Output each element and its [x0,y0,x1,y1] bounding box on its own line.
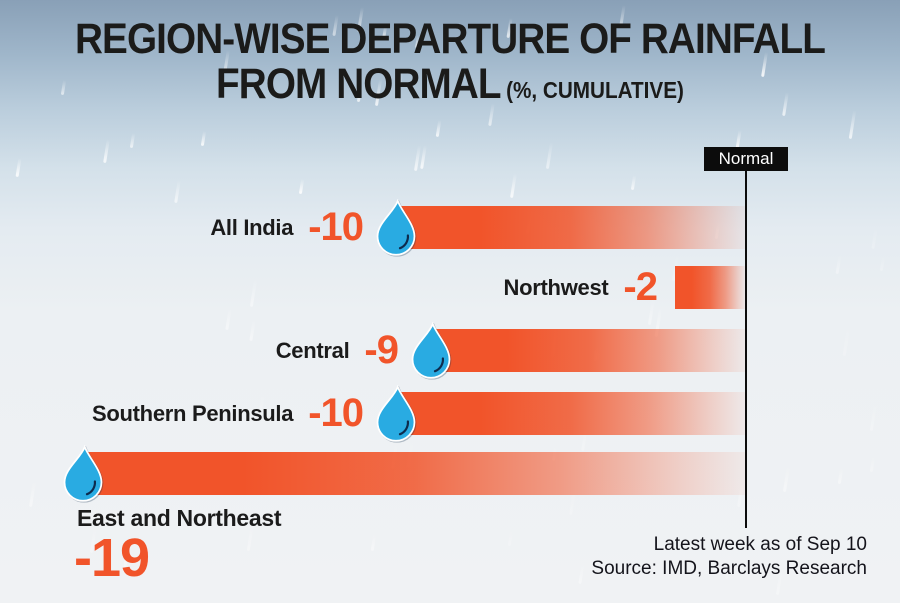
value-label: -2 [623,265,658,309]
chart-title-line1: REGION-WISE DEPARTURE OF RAINFALL [74,15,826,63]
value-label: -19 [74,528,150,588]
normal-baseline-line [745,171,747,528]
category-label: Northwest [503,274,609,300]
category-label: Southern Peninsula [92,400,294,426]
row-label-all-india: All India -10 [210,205,364,249]
chart-title-line2: FROM NORMAL (%, CUMULATIVE) [45,62,855,112]
water-drop-icon [376,199,416,256]
normal-marker-label: Normal [704,147,788,171]
bar-northwest [675,266,745,309]
value-label: -10 [308,391,364,435]
row-label-northwest: Northwest -2 [503,265,658,309]
bar-southern-peninsula [397,392,745,435]
bar-central [432,329,745,372]
footer-note: Latest week as of Sep 10 [653,534,867,555]
water-drop-icon [376,385,416,442]
category-label: Central [275,337,350,363]
footer: Latest week as of Sep 10 Source: IMD, Ba… [591,533,867,581]
category-label: All India [210,214,294,240]
water-drop-icon [63,445,103,502]
category-label: East and Northeast [77,505,282,531]
footer-source: Source: IMD, Barclays Research [591,558,867,579]
row-label-central: Central -9 [275,328,399,372]
chart-title: REGION-WISE DEPARTURE OF RAINFALL FROM N… [45,16,855,112]
bar-all-india [397,206,745,249]
chart-subtitle: (%, CUMULATIVE) [506,77,684,103]
value-label: -10 [308,205,364,249]
bar-east-and-northeast [84,452,745,495]
water-drop-icon [411,322,451,379]
value-label: -9 [364,328,399,372]
row-label-southern-peninsula: Southern Peninsula -10 [92,391,364,435]
